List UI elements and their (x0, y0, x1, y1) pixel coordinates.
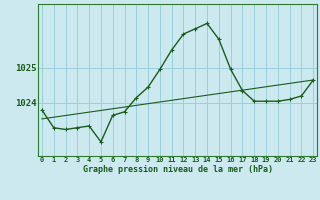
X-axis label: Graphe pression niveau de la mer (hPa): Graphe pression niveau de la mer (hPa) (83, 165, 273, 174)
